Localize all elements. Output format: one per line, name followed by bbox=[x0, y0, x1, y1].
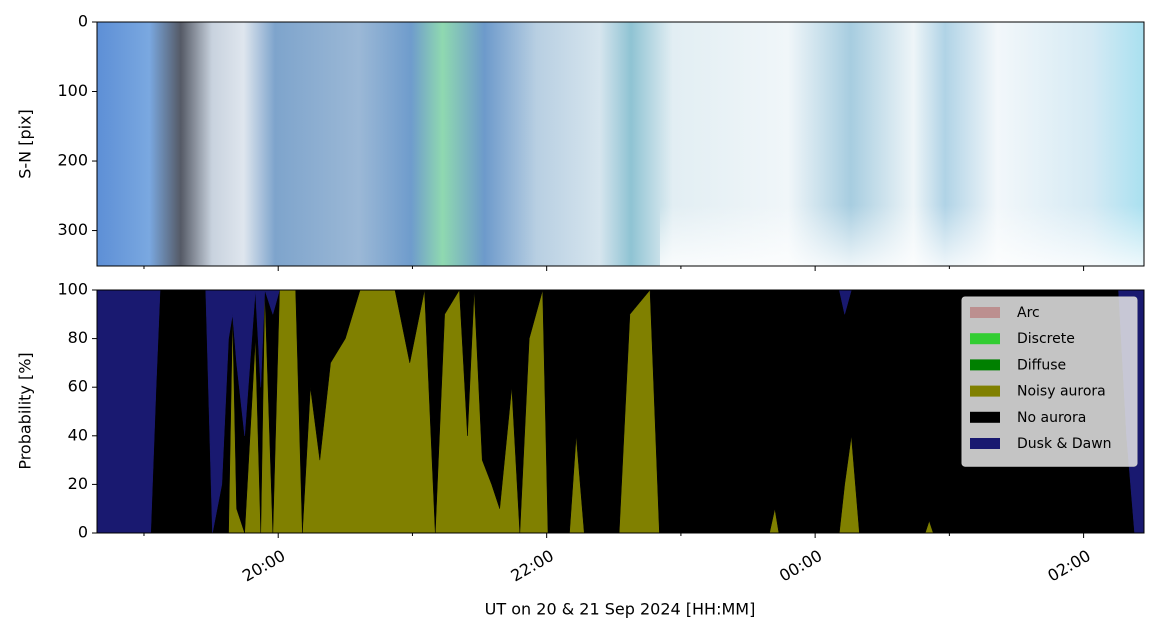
y-tick-label: 0 bbox=[78, 12, 88, 31]
y-tick-label: 200 bbox=[57, 151, 88, 170]
legend-swatch bbox=[970, 411, 1000, 423]
y-tick-label: 0 bbox=[78, 523, 88, 542]
legend-label: Diffuse bbox=[1017, 357, 1066, 373]
legend-label: Noisy aurora bbox=[1017, 384, 1106, 400]
x-tick-label: 00:00 bbox=[776, 546, 825, 586]
legend-swatch bbox=[970, 333, 1000, 345]
legend-box bbox=[961, 296, 1138, 467]
y-axis-label: S-N [pix] bbox=[16, 109, 35, 179]
x-axis-label: UT on 20 & 21 Sep 2024 [HH:MM] bbox=[485, 600, 756, 619]
y-tick-label: 80 bbox=[68, 328, 88, 347]
legend: Arc Discrete Diffuse Noisy aurora No aurora D… bbox=[961, 296, 1138, 467]
x-tick-label: 22:00 bbox=[507, 546, 556, 586]
axes-frame bbox=[96, 21, 1145, 267]
x-tick-label: 02:00 bbox=[1044, 546, 1093, 586]
y-axis-label: Probability [%] bbox=[16, 352, 35, 469]
legend-swatch bbox=[970, 307, 1000, 318]
y-tick-label: 100 bbox=[57, 81, 88, 100]
legend-label: No aurora bbox=[1017, 410, 1086, 426]
y-tick-label: 300 bbox=[57, 220, 88, 239]
y-tick-label: 100 bbox=[57, 280, 88, 299]
legend-swatch bbox=[970, 385, 1000, 397]
legend-swatch bbox=[970, 438, 1000, 449]
y-tick-label: 20 bbox=[68, 474, 88, 493]
y-tick-label: 40 bbox=[68, 425, 88, 444]
keogram-fade bbox=[660, 22, 1144, 266]
keogram bbox=[97, 22, 1144, 266]
legend-label: Discrete bbox=[1017, 331, 1075, 347]
legend-label: Dusk & Dawn bbox=[1017, 436, 1112, 452]
x-tick-label: 20:00 bbox=[239, 546, 288, 586]
legend-label: Arc bbox=[1017, 305, 1040, 321]
axes-frame bbox=[96, 289, 1145, 534]
y-tick-label: 60 bbox=[68, 377, 88, 396]
legend-swatch bbox=[970, 359, 1000, 371]
